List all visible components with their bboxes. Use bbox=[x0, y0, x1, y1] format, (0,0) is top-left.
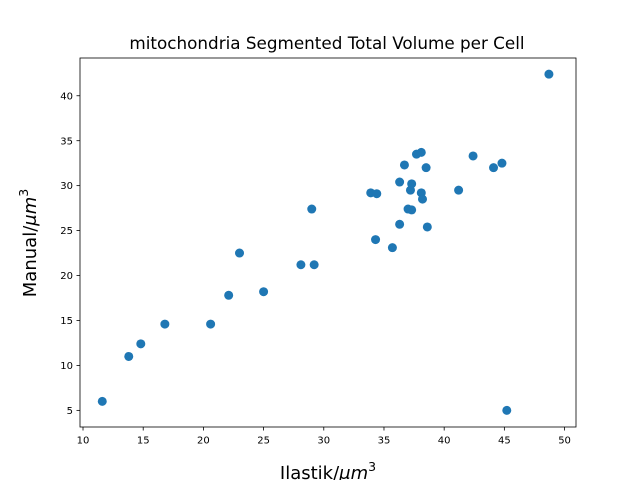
data-points bbox=[97, 69, 554, 415]
y-tick-label: 20 bbox=[60, 271, 73, 282]
data-point bbox=[309, 260, 319, 270]
data-point bbox=[416, 147, 426, 157]
data-point bbox=[407, 205, 417, 215]
plot-area bbox=[79, 57, 577, 428]
y-tick-label: 30 bbox=[60, 181, 73, 192]
y-tick-label: 25 bbox=[60, 226, 73, 237]
x-axis-title-unit: μm bbox=[338, 463, 368, 480]
data-point bbox=[502, 405, 512, 415]
y-tick-label: 10 bbox=[60, 361, 73, 372]
chart-title: mitochondria Segmented Total Volume per … bbox=[129, 33, 524, 53]
x-tick-label: 15 bbox=[137, 436, 150, 447]
x-tick-label: 20 bbox=[197, 436, 210, 447]
data-point bbox=[422, 222, 432, 232]
y-axis-title-exponent: 3 bbox=[16, 189, 31, 197]
data-point bbox=[544, 69, 554, 79]
data-point bbox=[395, 177, 405, 187]
x-tick-label: 40 bbox=[438, 436, 451, 447]
data-point bbox=[124, 351, 134, 361]
data-point bbox=[296, 260, 306, 270]
y-axis-title-unit: μm bbox=[20, 197, 41, 227]
x-axis-ticks: 10 15 20 25 30 35 40 45 50 bbox=[77, 427, 571, 447]
x-axis-title-text: Ilastik/ bbox=[280, 463, 340, 480]
data-point bbox=[399, 160, 409, 170]
data-point bbox=[371, 235, 381, 245]
y-tick-label: 35 bbox=[60, 136, 73, 147]
data-point bbox=[497, 158, 507, 168]
data-point bbox=[407, 179, 417, 189]
data-point bbox=[454, 185, 464, 195]
y-axis-ticks: 5 10 15 20 25 30 35 40 bbox=[60, 91, 80, 417]
data-point bbox=[206, 319, 216, 329]
data-point bbox=[97, 396, 107, 406]
data-point bbox=[421, 163, 431, 173]
data-point bbox=[160, 319, 170, 329]
x-axis-title-exponent: 3 bbox=[368, 459, 376, 474]
data-point bbox=[468, 151, 478, 161]
x-axis-title: Ilastik/μm3 bbox=[280, 459, 376, 480]
x-tick-label: 45 bbox=[498, 436, 511, 447]
axes-frame bbox=[79, 57, 577, 428]
x-tick-label: 30 bbox=[317, 436, 330, 447]
data-point bbox=[489, 163, 499, 173]
x-tick-label: 50 bbox=[558, 436, 571, 447]
data-point bbox=[235, 248, 245, 258]
data-point bbox=[395, 219, 405, 229]
y-tick-label: 40 bbox=[60, 91, 73, 102]
data-point bbox=[372, 189, 382, 199]
x-tick-label: 25 bbox=[257, 436, 270, 447]
data-point bbox=[136, 339, 146, 349]
y-axis-title-text: Manual/ bbox=[20, 225, 41, 297]
y-tick-label: 5 bbox=[67, 406, 73, 417]
data-point bbox=[307, 204, 317, 214]
x-tick-label: 10 bbox=[77, 436, 90, 447]
data-point bbox=[259, 287, 269, 297]
data-point bbox=[387, 243, 397, 253]
data-point bbox=[418, 194, 427, 204]
data-point bbox=[224, 290, 234, 300]
y-tick-label: 15 bbox=[60, 316, 73, 327]
x-tick-label: 35 bbox=[378, 436, 391, 447]
y-axis-title: Manual/μm3 bbox=[16, 189, 41, 297]
